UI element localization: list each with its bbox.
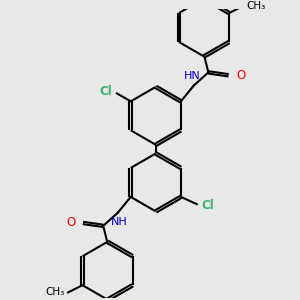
Text: Cl: Cl	[100, 85, 112, 98]
Text: Cl: Cl	[201, 199, 214, 212]
Text: NH: NH	[111, 217, 128, 227]
Text: CH₃: CH₃	[46, 287, 65, 297]
Text: O: O	[67, 217, 76, 230]
Text: HN: HN	[184, 71, 201, 81]
Text: CH₃: CH₃	[247, 1, 266, 11]
Text: O: O	[236, 69, 245, 82]
